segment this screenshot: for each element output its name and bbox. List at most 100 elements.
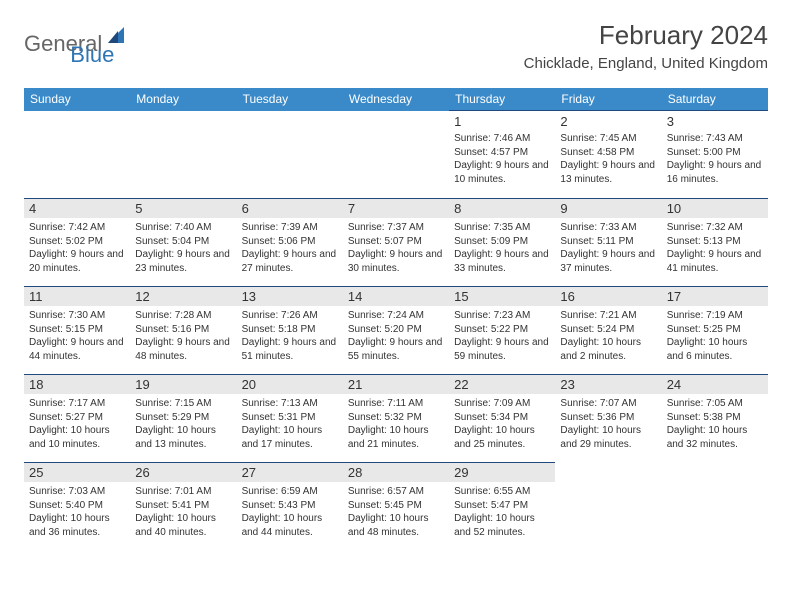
location: Chicklade, England, United Kingdom [524, 55, 768, 72]
day-info: Sunrise: 7:05 AMSunset: 5:38 PMDaylight:… [667, 397, 763, 451]
day-info: Sunrise: 7:13 AMSunset: 5:31 PMDaylight:… [242, 397, 338, 451]
day-info: Sunrise: 7:11 AMSunset: 5:32 PMDaylight:… [348, 397, 444, 451]
day-number: 25 [24, 463, 130, 482]
day-number: 24 [662, 375, 768, 394]
calendar-cell: 14Sunrise: 7:24 AMSunset: 5:20 PMDayligh… [343, 287, 449, 375]
day-info: Sunrise: 7:42 AMSunset: 5:02 PMDaylight:… [29, 221, 125, 275]
calendar-cell: 3 Sunrise: 7:43 AMSunset: 5:00 PMDaylight… [662, 111, 768, 199]
calendar-cell: 29 Sunrise: 6:55 AMSunset: 5:47 PMDayligh… [449, 463, 555, 551]
day-number: 27 [237, 463, 343, 482]
calendar-cell: 6 Sunrise: 7:39 AMSunset: 5:06 PMDaylight… [237, 199, 343, 287]
day-info: Sunrise: 7:43 AMSunset: 5:00 PMDaylight:… [667, 132, 763, 186]
calendar-cell: 27Sunrise: 6:59 AMSunset: 5:43 PMDayligh… [237, 463, 343, 551]
calendar-cell [237, 111, 343, 199]
calendar-cell: 15 Sunrise: 7:23 AMSunset: 5:22 PMDayligh… [449, 287, 555, 375]
day-info: Sunrise: 7:19 AMSunset: 5:25 PMDaylight:… [667, 309, 763, 363]
day-number: 21 [343, 375, 449, 394]
day-info: Sunrise: 7:15 AMSunset: 5:29 PMDaylight:… [135, 397, 231, 451]
title-area: February 2024 Chicklade, England, United… [524, 20, 768, 72]
logo-text-blue: Blue [70, 42, 114, 68]
day-info: Sunrise: 7:45 AMSunset: 4:58 PMDaylight:… [560, 132, 656, 186]
calendar-cell [662, 463, 768, 551]
day-number: 28 [343, 463, 449, 482]
calendar-cell: 12Sunrise: 7:28 AMSunset: 5:16 PMDayligh… [130, 287, 236, 375]
day-number: 3 [667, 114, 763, 129]
calendar-table: SundayMondayTuesdayWednesdayThursdayFrid… [24, 88, 768, 551]
day-info: Sunrise: 7:39 AMSunset: 5:06 PMDaylight:… [242, 221, 338, 275]
calendar-cell: 24 Sunrise: 7:05 AMSunset: 5:38 PMDayligh… [662, 375, 768, 463]
day-number: 22 [449, 375, 555, 394]
calendar-cell: 23Sunrise: 7:07 AMSunset: 5:36 PMDayligh… [555, 375, 661, 463]
day-number: 1 [454, 114, 550, 129]
day-number: 19 [130, 375, 236, 394]
weekday-header: Wednesday [343, 88, 449, 111]
day-info: Sunrise: 7:26 AMSunset: 5:18 PMDaylight:… [242, 309, 338, 363]
calendar-cell: 28 Sunrise: 6:57 AMSunset: 5:45 PMDayligh… [343, 463, 449, 551]
day-number: 6 [237, 199, 343, 218]
calendar-cell: 9 Sunrise: 7:33 AMSunset: 5:11 PMDaylight… [555, 199, 661, 287]
calendar-cell: 18 Sunrise: 7:17 AMSunset: 5:27 PMDayligh… [24, 375, 130, 463]
day-info: Sunrise: 7:01 AMSunset: 5:41 PMDaylight:… [135, 485, 231, 539]
calendar-cell: 10Sunrise: 7:32 AMSunset: 5:13 PMDayligh… [662, 199, 768, 287]
calendar-cell: 21 Sunrise: 7:11 AMSunset: 5:32 PMDayligh… [343, 375, 449, 463]
calendar-cell: 2Sunrise: 7:45 AMSunset: 4:58 PMDaylight… [555, 111, 661, 199]
day-number: 14 [343, 287, 449, 306]
weekday-header-row: SundayMondayTuesdayWednesdayThursdayFrid… [24, 88, 768, 111]
day-info: Sunrise: 7:28 AMSunset: 5:16 PMDaylight:… [135, 309, 231, 363]
day-number: 4 [24, 199, 130, 218]
day-number: 11 [24, 287, 130, 306]
calendar-row: 1 Sunrise: 7:46 AMSunset: 4:57 PMDaylight… [24, 111, 768, 199]
calendar-cell: 26 Sunrise: 7:01 AMSunset: 5:41 PMDayligh… [130, 463, 236, 551]
calendar-cell: 11 Sunrise: 7:30 AMSunset: 5:15 PMDayligh… [24, 287, 130, 375]
day-info: Sunrise: 7:35 AMSunset: 5:09 PMDaylight:… [454, 221, 550, 275]
weekday-header: Tuesday [237, 88, 343, 111]
day-info: Sunrise: 7:37 AMSunset: 5:07 PMDaylight:… [348, 221, 444, 275]
header: General Blue February 2024 Chicklade, En… [24, 20, 768, 72]
calendar-row: 11 Sunrise: 7:30 AMSunset: 5:15 PMDayligh… [24, 287, 768, 375]
calendar-cell [130, 111, 236, 199]
day-info: Sunrise: 7:21 AMSunset: 5:24 PMDaylight:… [560, 309, 656, 363]
day-info: Sunrise: 7:17 AMSunset: 5:27 PMDaylight:… [29, 397, 125, 451]
day-number: 18 [24, 375, 130, 394]
day-info: Sunrise: 7:30 AMSunset: 5:15 PMDaylight:… [29, 309, 125, 363]
day-info: Sunrise: 7:03 AMSunset: 5:40 PMDaylight:… [29, 485, 125, 539]
calendar-cell: 17 Sunrise: 7:19 AMSunset: 5:25 PMDayligh… [662, 287, 768, 375]
weekday-header: Saturday [662, 88, 768, 111]
day-info: Sunrise: 7:09 AMSunset: 5:34 PMDaylight:… [454, 397, 550, 451]
weekday-header: Monday [130, 88, 236, 111]
calendar-cell [343, 111, 449, 199]
day-number: 17 [662, 287, 768, 306]
calendar-cell: 4 Sunrise: 7:42 AMSunset: 5:02 PMDaylight… [24, 199, 130, 287]
day-number: 7 [343, 199, 449, 218]
calendar-row: 25 Sunrise: 7:03 AMSunset: 5:40 PMDayligh… [24, 463, 768, 551]
day-info: Sunrise: 7:46 AMSunset: 4:57 PMDaylight:… [454, 132, 550, 186]
calendar-cell: 22 Sunrise: 7:09 AMSunset: 5:34 PMDayligh… [449, 375, 555, 463]
day-number: 15 [449, 287, 555, 306]
calendar-cell: 19 Sunrise: 7:15 AMSunset: 5:29 PMDayligh… [130, 375, 236, 463]
calendar-body: 1 Sunrise: 7:46 AMSunset: 4:57 PMDaylight… [24, 111, 768, 551]
calendar-cell [555, 463, 661, 551]
weekday-header: Friday [555, 88, 661, 111]
day-number: 26 [130, 463, 236, 482]
calendar-cell: 13Sunrise: 7:26 AMSunset: 5:18 PMDayligh… [237, 287, 343, 375]
calendar-cell: 7 Sunrise: 7:37 AMSunset: 5:07 PMDaylight… [343, 199, 449, 287]
day-info: Sunrise: 7:32 AMSunset: 5:13 PMDaylight:… [667, 221, 763, 275]
day-number: 20 [237, 375, 343, 394]
day-info: Sunrise: 7:23 AMSunset: 5:22 PMDaylight:… [454, 309, 550, 363]
calendar-cell: 1 Sunrise: 7:46 AMSunset: 4:57 PMDaylight… [449, 111, 555, 199]
calendar-cell [24, 111, 130, 199]
calendar-row: 4 Sunrise: 7:42 AMSunset: 5:02 PMDaylight… [24, 199, 768, 287]
weekday-header: Sunday [24, 88, 130, 111]
calendar-cell: 16Sunrise: 7:21 AMSunset: 5:24 PMDayligh… [555, 287, 661, 375]
calendar-cell: 20 Sunrise: 7:13 AMSunset: 5:31 PMDayligh… [237, 375, 343, 463]
calendar-cell: 8Sunrise: 7:35 AMSunset: 5:09 PMDaylight… [449, 199, 555, 287]
day-info: Sunrise: 6:57 AMSunset: 5:45 PMDaylight:… [348, 485, 444, 539]
logo: General Blue [24, 20, 114, 68]
day-info: Sunrise: 6:55 AMSunset: 5:47 PMDaylight:… [454, 485, 550, 539]
day-number: 9 [555, 199, 661, 218]
day-info: Sunrise: 7:33 AMSunset: 5:11 PMDaylight:… [560, 221, 656, 275]
calendar-cell: 25 Sunrise: 7:03 AMSunset: 5:40 PMDayligh… [24, 463, 130, 551]
day-number: 5 [130, 199, 236, 218]
calendar-cell: 5Sunrise: 7:40 AMSunset: 5:04 PMDaylight… [130, 199, 236, 287]
day-number: 29 [449, 463, 555, 482]
